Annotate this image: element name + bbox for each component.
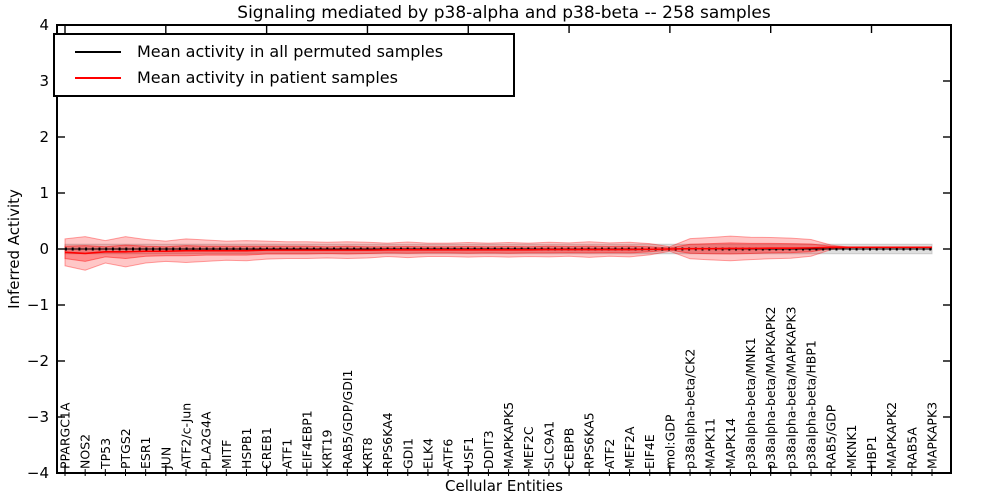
- x-tick-label: ESR1: [138, 437, 153, 469]
- x-tick-label: ATF2: [602, 439, 617, 469]
- x-tick-label: PLA2G4A: [199, 411, 214, 469]
- x-tick-label: MEF2A: [622, 426, 637, 469]
- x-tick-label: PPARGC1A: [58, 402, 73, 469]
- legend-line-red: [75, 76, 121, 79]
- x-tick-label: ELK4: [420, 438, 435, 469]
- x-tick-label: KRT8: [360, 437, 375, 469]
- x-tick-label: PTGS2: [118, 428, 133, 469]
- x-tick-label: RAB5/GDP/GDI1: [340, 370, 355, 469]
- x-tick-label: EIF4E: [642, 434, 657, 469]
- x-tick-label: p38alpha-beta/MAPKAPK2: [763, 307, 778, 470]
- x-tick-label: NOS2: [78, 434, 93, 469]
- y-tick-label: 2: [39, 128, 49, 146]
- x-tick-label: MKNK1: [844, 425, 859, 469]
- patient-mean-line: [64, 246, 932, 255]
- x-tick-label: RPS6KA4: [380, 412, 395, 469]
- x-tick-label: RPS6KA5: [582, 412, 597, 469]
- y-tick-label: 4: [39, 16, 49, 34]
- y-tick-label: 1: [39, 184, 49, 202]
- x-tick-label: HBP1: [864, 436, 879, 469]
- x-tick-label: JUN: [158, 447, 173, 470]
- x-tick-label: RAB5/GDP: [824, 404, 839, 469]
- y-tick-label: −3: [27, 408, 49, 426]
- legend-item-patient: Mean activity in patient samples: [55, 67, 513, 87]
- x-tick-label: p38alpha-beta/CK2: [683, 349, 698, 469]
- x-tick-label: p38alpha-beta/HBP1: [804, 340, 819, 469]
- y-tick-label: −4: [27, 464, 49, 482]
- x-tick-label: MAPK14: [723, 418, 738, 469]
- x-tick-label: RAB5A: [904, 427, 919, 469]
- x-tick-label: CREB1: [259, 427, 274, 469]
- x-tick-label: MAPK11: [703, 418, 718, 469]
- x-tick-label: CEBPB: [562, 428, 577, 469]
- x-tick-label: KRT19: [320, 429, 335, 469]
- y-tick-label: 0: [39, 240, 49, 258]
- x-tick-label: SLC9A1: [541, 421, 556, 469]
- legend-line-black: [75, 51, 121, 54]
- y-tick-label: −2: [27, 352, 49, 370]
- legend: Mean activity in all permuted samples Me…: [53, 33, 515, 97]
- x-tick-label: MAPKAPK3: [925, 402, 940, 469]
- x-tick-label: MAPKAPK2: [884, 402, 899, 469]
- x-tick-label: ATF6: [441, 439, 456, 469]
- x-tick-label: HSPB1: [239, 428, 254, 469]
- x-tick-label: p38alpha-beta/MNK1: [743, 337, 758, 469]
- legend-item-permuted: Mean activity in all permuted samples: [55, 44, 513, 60]
- y-axis-label: Inferred Activity: [5, 189, 23, 309]
- x-tick-label: USF1: [461, 437, 476, 469]
- x-tick-label: mol:GDP: [662, 414, 677, 469]
- legend-label-patient: Mean activity in patient samples: [137, 67, 398, 87]
- y-tick-label: −1: [27, 296, 49, 314]
- x-tick-label: DDIT3: [481, 430, 496, 469]
- x-tick-label: MITF: [219, 440, 234, 469]
- x-tick-label: MAPKAPK5: [501, 402, 516, 469]
- x-tick-label: p38alpha-beta/MAPKAPK3: [783, 307, 798, 470]
- x-tick-label: ATF2/c-Jun: [178, 403, 193, 469]
- x-tick-label: TP53: [98, 438, 113, 470]
- x-tick-label: MEF2C: [521, 426, 536, 469]
- legend-label-permuted: Mean activity in all permuted samples: [137, 42, 444, 62]
- x-tick-label: EIF4EBP1: [299, 410, 314, 469]
- x-tick-label: ATF1: [279, 439, 294, 469]
- chart-title: Signaling mediated by p38-alpha and p38-…: [237, 3, 771, 23]
- y-tick-label: 3: [39, 72, 49, 90]
- x-axis-label: Cellular Entities: [445, 477, 563, 495]
- x-tick-label: GDI1: [400, 438, 415, 469]
